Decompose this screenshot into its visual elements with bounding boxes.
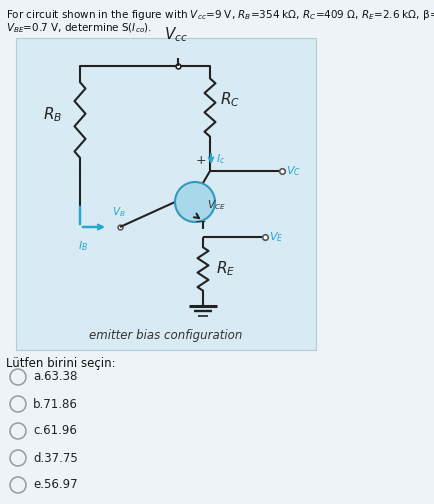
Text: For circuit shown in the figure with $V_{cc}$=9 V, $R_B$=354 kΩ, $R_C$=409 Ω, $R: For circuit shown in the figure with $V_… [6, 8, 434, 22]
Text: $R_B$: $R_B$ [43, 106, 62, 124]
Text: −: − [194, 215, 206, 229]
Text: $V_C$: $V_C$ [286, 164, 301, 178]
Text: c.61.96: c.61.96 [33, 424, 77, 437]
Text: $R_E$: $R_E$ [216, 260, 235, 278]
Circle shape [175, 182, 215, 222]
Text: $I_B$: $I_B$ [78, 239, 88, 253]
Text: b.71.86: b.71.86 [33, 398, 78, 410]
Text: $V_{BE}$=0.7 V, determine S($I_{co}$).: $V_{BE}$=0.7 V, determine S($I_{co}$). [6, 21, 152, 35]
Text: Lütfen birini seçin:: Lütfen birini seçin: [6, 357, 115, 370]
Text: a.63.38: a.63.38 [33, 370, 77, 384]
Text: $V_{CE}$: $V_{CE}$ [207, 198, 226, 212]
Text: e.56.97: e.56.97 [33, 478, 78, 491]
Text: emitter bias configuration: emitter bias configuration [89, 330, 243, 343]
Text: $I_c$: $I_c$ [216, 152, 225, 166]
FancyBboxPatch shape [16, 38, 316, 350]
Text: $V_B$: $V_B$ [112, 205, 125, 219]
Text: $V_{cc}$: $V_{cc}$ [164, 25, 188, 44]
Text: d.37.75: d.37.75 [33, 452, 78, 465]
Text: +: + [196, 154, 206, 167]
Text: $R_C$: $R_C$ [220, 90, 240, 109]
Text: $V_E$: $V_E$ [269, 230, 283, 244]
